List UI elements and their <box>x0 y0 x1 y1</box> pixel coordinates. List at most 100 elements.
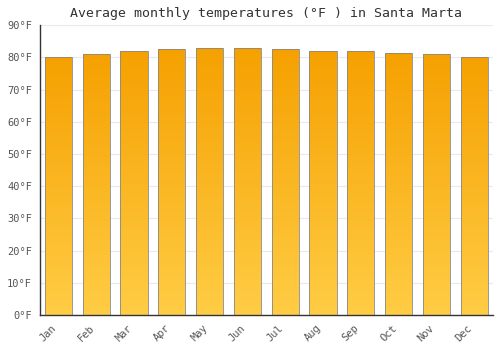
Bar <box>45 314 72 315</box>
Bar <box>120 60 148 62</box>
Bar <box>82 99 110 100</box>
Bar <box>347 121 374 122</box>
Bar <box>423 196 450 198</box>
Bar <box>385 158 412 159</box>
Bar <box>158 247 186 248</box>
Bar <box>347 84 374 85</box>
Bar <box>120 105 148 106</box>
Bar <box>158 274 186 275</box>
Bar <box>158 168 186 169</box>
Bar <box>158 300 186 302</box>
Bar <box>460 226 488 228</box>
Bar <box>45 238 72 239</box>
Bar <box>460 128 488 130</box>
Bar <box>385 289 412 290</box>
Bar <box>272 311 299 313</box>
Bar <box>234 214 261 215</box>
Bar <box>347 164 374 166</box>
Bar <box>460 276 488 278</box>
Bar <box>272 274 299 275</box>
Bar <box>120 176 148 178</box>
Bar <box>423 175 450 177</box>
Bar <box>158 313 186 314</box>
Bar <box>120 314 148 315</box>
Bar <box>347 299 374 301</box>
Bar <box>82 211 110 212</box>
Bar <box>45 91 72 92</box>
Bar <box>158 279 186 281</box>
Bar <box>234 84 261 85</box>
Bar <box>45 88 72 90</box>
Bar <box>423 218 450 220</box>
Bar <box>385 286 412 288</box>
Bar <box>423 186 450 187</box>
Bar <box>272 136 299 137</box>
Bar <box>45 57 72 315</box>
Bar <box>423 169 450 170</box>
Bar <box>385 145 412 146</box>
Bar <box>310 70 336 71</box>
Bar <box>347 176 374 178</box>
Bar <box>234 149 261 151</box>
Bar <box>460 293 488 294</box>
Bar <box>120 51 148 315</box>
Bar <box>347 209 374 211</box>
Bar <box>460 140 488 141</box>
Bar <box>120 59 148 60</box>
Bar <box>385 64 412 66</box>
Bar <box>423 228 450 229</box>
Bar <box>385 173 412 175</box>
Bar <box>272 94 299 96</box>
Bar <box>196 260 223 262</box>
Bar <box>347 184 374 186</box>
Bar <box>272 106 299 108</box>
Bar <box>120 313 148 314</box>
Bar <box>272 300 299 302</box>
Bar <box>120 301 148 302</box>
Bar <box>310 196 336 198</box>
Bar <box>45 177 72 178</box>
Bar <box>234 136 261 137</box>
Bar <box>158 206 186 208</box>
Bar <box>272 225 299 226</box>
Bar <box>310 252 336 253</box>
Bar <box>234 272 261 274</box>
Bar <box>385 234 412 235</box>
Bar <box>196 233 223 235</box>
Bar <box>460 253 488 254</box>
Bar <box>158 157 186 158</box>
Bar <box>158 166 186 168</box>
Bar <box>82 298 110 300</box>
Bar <box>196 122 223 124</box>
Bar <box>385 255 412 256</box>
Bar <box>347 117 374 118</box>
Bar <box>234 250 261 251</box>
Bar <box>460 109 488 110</box>
Bar <box>82 261 110 263</box>
Bar <box>385 70 412 71</box>
Bar <box>272 145 299 146</box>
Bar <box>272 282 299 283</box>
Bar <box>385 112 412 113</box>
Bar <box>82 267 110 268</box>
Bar <box>196 181 223 183</box>
Bar <box>272 265 299 266</box>
Bar <box>460 237 488 238</box>
Bar <box>310 304 336 306</box>
Bar <box>347 56 374 58</box>
Bar <box>385 83 412 84</box>
Bar <box>120 141 148 142</box>
Bar <box>460 306 488 307</box>
Bar <box>196 177 223 179</box>
Bar <box>82 251 110 252</box>
Bar <box>120 228 148 229</box>
Bar <box>158 185 186 186</box>
Bar <box>385 159 412 160</box>
Bar <box>310 184 336 186</box>
Bar <box>385 192 412 193</box>
Bar <box>120 244 148 245</box>
Bar <box>272 165 299 166</box>
Bar <box>158 211 186 213</box>
Bar <box>347 284 374 285</box>
Bar <box>120 256 148 257</box>
